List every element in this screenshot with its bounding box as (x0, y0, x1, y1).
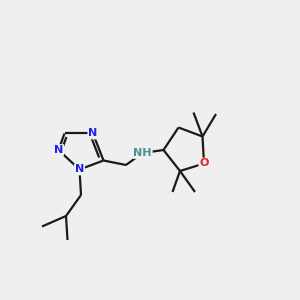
Text: O: O (199, 158, 209, 169)
Text: N: N (54, 145, 63, 155)
Text: N: N (88, 128, 98, 139)
Text: NH: NH (133, 148, 152, 158)
Text: N: N (75, 164, 84, 175)
